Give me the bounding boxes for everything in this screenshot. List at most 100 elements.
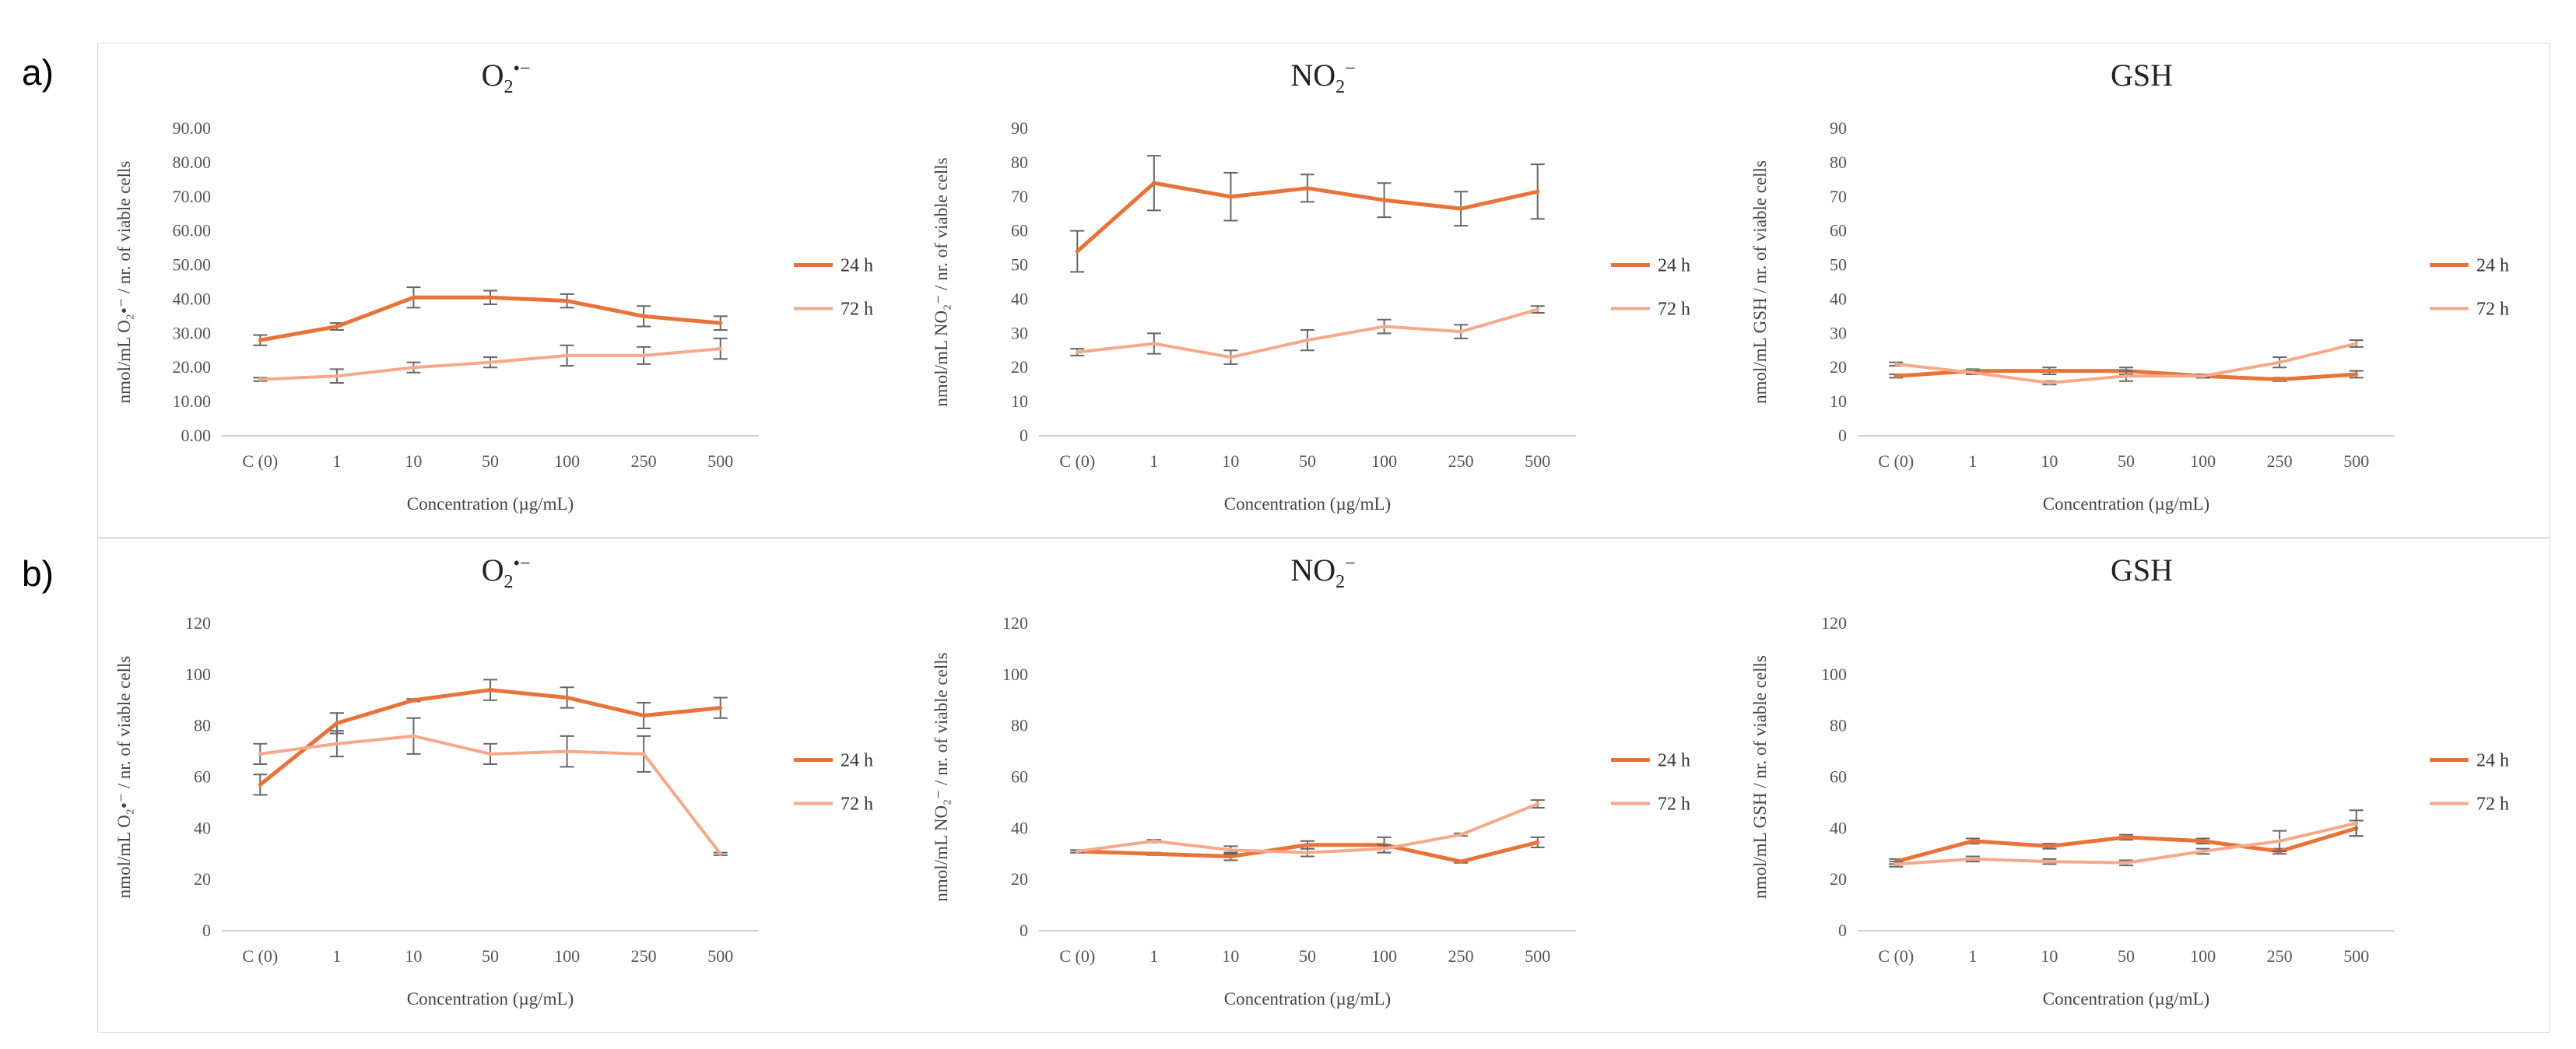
x-tick-label: 1: [1149, 946, 1158, 966]
y-tick-label: 90: [1011, 118, 1028, 138]
chart-svg: 0.00 10.00 20.00 30.00 40.00 50.00 60.00 70.00 8…: [114, 118, 873, 514]
y-axis-title: nmol/mL NO₂⁻ / nr. of viable cells: [932, 652, 951, 901]
data-point: [565, 695, 570, 700]
data-point: [1228, 355, 1233, 360]
data-point: [718, 346, 723, 351]
x-tick-label: 50: [482, 946, 499, 966]
chart-title-main: NO: [1290, 553, 1336, 588]
y-tick-label: 10: [1011, 391, 1028, 411]
x-tick-label: 50: [2118, 946, 2135, 966]
chart-title-subscript: 2: [1335, 77, 1346, 97]
y-tick-label: 10: [1830, 391, 1847, 411]
figure-frame-bottom: [97, 538, 2550, 1033]
chart-svg: 0 10 20 30 40 50 60 70 80 90 C (0) 1 10 50 100 250 500 Co…: [932, 118, 1690, 514]
data-point: [1535, 189, 1540, 194]
y-tick-label: 80: [1011, 153, 1028, 172]
chart-panel: GSH 0 10 20 30 40 50 60 70 80 90 C (0) 1 10 50 100 250 50…: [1733, 43, 2550, 538]
y-tick-label: 0: [1838, 426, 1847, 445]
data-point: [1075, 349, 1079, 354]
data-point: [1382, 198, 1387, 202]
y-tick-label: 40: [1830, 289, 1847, 308]
y-tick-label: 60: [1830, 767, 1847, 787]
data-point: [641, 353, 646, 358]
x-tick-label: 100: [2190, 451, 2216, 471]
y-tick-label: 40: [1830, 818, 1847, 837]
legend-label: 72 h: [2476, 795, 2509, 815]
y-tick-label: 70: [1011, 187, 1028, 206]
series-line-24h: [258, 688, 721, 787]
x-tick-label: 1: [332, 946, 341, 966]
legend-label: 72 h: [841, 300, 873, 320]
y-tick-label: 60: [1011, 767, 1028, 787]
data-point: [335, 742, 339, 746]
legend-label: 24 h: [1658, 751, 1690, 771]
data-point: [258, 377, 262, 382]
chart-title-superscript: −: [1345, 58, 1356, 79]
data-point: [488, 295, 493, 300]
data-point: [641, 714, 646, 717]
x-tick-label: 100: [1371, 451, 1397, 471]
data-point: [2354, 821, 2359, 826]
chart-title-superscript: •−: [513, 553, 531, 574]
data-point: [1152, 342, 1156, 346]
y-tick-label: 40: [1011, 818, 1028, 837]
data-point: [2124, 374, 2129, 378]
y-tick-label: 100: [1002, 665, 1028, 684]
data-point: [1152, 851, 1156, 856]
legend-label: 72 h: [1658, 795, 1690, 815]
legend-label: 24 h: [2476, 751, 2509, 771]
data-point: [2047, 859, 2051, 864]
x-tick-label: C (0): [242, 946, 278, 966]
data-point: [1305, 851, 1310, 855]
y-tick-label: 30: [1011, 323, 1028, 342]
data-point: [1535, 802, 1540, 806]
chart-title-main: GSH: [2110, 553, 2174, 588]
row-label-a: a): [22, 52, 54, 93]
chart-title: NO2−: [914, 552, 1732, 593]
chart-panel: O2•− 0 20 40 60 80 100 120 C (0) 1 10 50 100 250 500 Co…: [97, 538, 914, 1033]
x-axis-title: Concentration (µg/mL): [1224, 494, 1391, 514]
data-point: [2277, 377, 2282, 382]
figure-frame-top: [97, 43, 2550, 538]
y-tick-label: 20: [1011, 869, 1028, 889]
data-point: [565, 299, 570, 303]
data-point: [565, 353, 570, 358]
data-point: [1228, 854, 1233, 859]
data-point: [1382, 325, 1387, 329]
chart-panel: NO2− 0 20 40 60 80 100 120 C (0) 1 10 50 100 250 500 Co…: [914, 538, 1732, 1033]
x-tick-label: 1: [332, 451, 341, 471]
y-axis-title: nmol/mL O₂•⁻ / nr. of viable cells: [114, 656, 134, 899]
chart-svg: 0 10 20 30 40 50 60 70 80 90 C (0) 1 10 50 100 250 500 Co…: [1750, 118, 2509, 514]
chart-svg: 0 20 40 60 80 100 120 C (0) 1 10 50 100 250 500 Concen…: [1750, 613, 2509, 1009]
y-tick-label: 10.00: [173, 391, 212, 411]
x-tick-label: 250: [1448, 451, 1474, 471]
x-tick-label: C (0): [1878, 451, 1914, 471]
chart-panel: GSH 0 20 40 60 80 100 120 C (0) 1 10 50 100 250 500 Con…: [1733, 538, 2550, 1033]
chart-title: GSH: [1733, 57, 2550, 93]
legend-label: 24 h: [841, 751, 873, 771]
data-point: [1458, 329, 1463, 334]
x-tick-label: 500: [1525, 451, 1550, 471]
y-axis-title: nmol/mL O₂•⁻ / nr. of viable cells: [114, 161, 134, 404]
y-tick-label: 120: [1821, 613, 1847, 633]
x-tick-label: 250: [2267, 946, 2293, 966]
x-tick-label: 100: [554, 451, 580, 471]
data-point: [411, 365, 416, 370]
data-point: [2124, 861, 2129, 865]
y-tick-label: 70.00: [173, 187, 212, 206]
y-tick-label: 80: [1830, 716, 1847, 735]
x-tick-label: C (0): [1059, 946, 1095, 966]
data-point: [258, 782, 262, 787]
data-point: [2201, 374, 2206, 378]
x-tick-label: 100: [2190, 946, 2216, 966]
y-tick-label: 0: [1020, 921, 1028, 940]
data-point: [2124, 835, 2129, 840]
x-tick-label: 500: [2343, 946, 2369, 966]
y-tick-label: 0.00: [181, 426, 212, 445]
data-point: [2354, 372, 2359, 377]
chart-title-main: NO: [1290, 58, 1336, 93]
data-point: [258, 752, 262, 756]
data-point: [488, 360, 493, 365]
legend-label: 24 h: [1658, 256, 1690, 276]
data-point: [1305, 186, 1310, 191]
